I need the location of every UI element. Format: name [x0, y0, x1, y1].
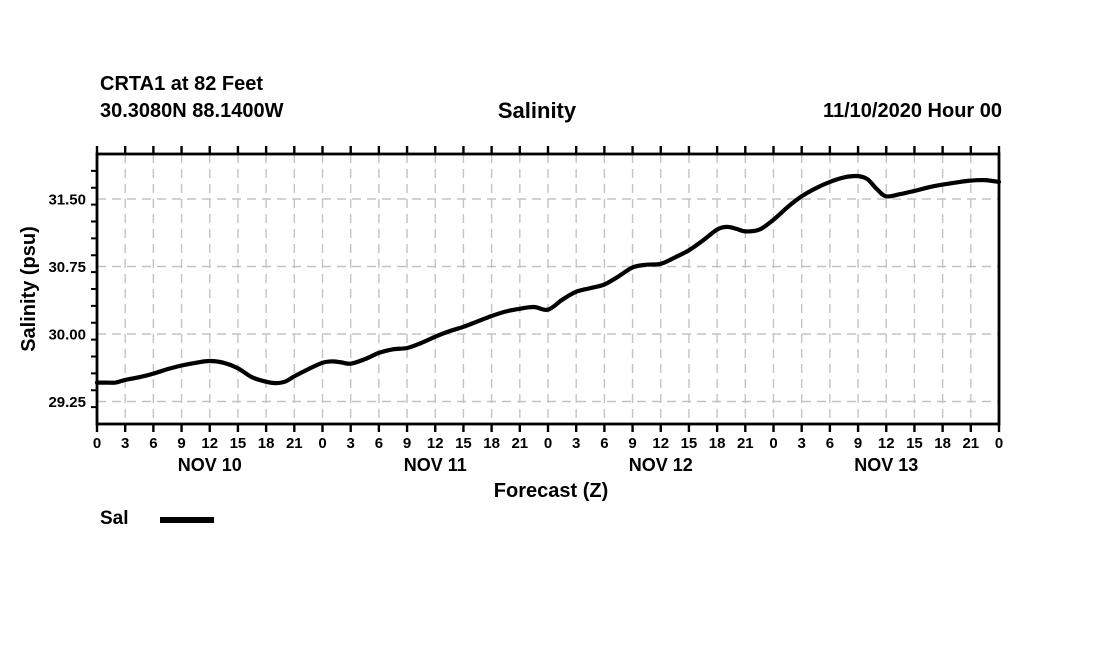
- x-axis-hour-label: 0: [93, 435, 101, 452]
- legend-series-label: Sal: [100, 508, 129, 529]
- legend-line-swatch: [160, 517, 214, 523]
- x-axis-date-label: NOV 10: [178, 455, 242, 475]
- x-axis-hour-label: 0: [769, 435, 777, 452]
- x-axis-hour-label: 12: [878, 435, 895, 452]
- x-axis-hour-label: 3: [798, 435, 806, 452]
- x-axis-hour-label: 18: [258, 435, 275, 452]
- x-axis-title: Forecast (Z): [493, 480, 609, 502]
- x-axis-hour-label: 18: [709, 435, 726, 452]
- x-axis-date-label: NOV 13: [854, 455, 918, 475]
- x-axis-hour-label: 6: [375, 435, 383, 452]
- x-axis-hour-label: 12: [427, 435, 444, 452]
- x-axis-hour-label: 18: [934, 435, 951, 452]
- station-id-label: CRTA1 at 82 Feet: [100, 73, 264, 95]
- x-axis-hour-label: 12: [201, 435, 218, 452]
- x-axis-hour-label: 6: [149, 435, 157, 452]
- x-axis-hour-label: 15: [681, 435, 698, 452]
- station-coordinates-label: 30.3080N 88.1400W: [100, 100, 284, 122]
- plot-border: [95, 152, 1001, 426]
- x-axis-date-label: NOV 11: [404, 455, 467, 475]
- x-axis-hour-label: 9: [177, 435, 185, 452]
- salinity-data-line: [94, 173, 1002, 386]
- y-axis-tick-label: 29.25: [48, 394, 86, 411]
- x-axis-hour-label: 15: [230, 435, 247, 452]
- y-axis-tick-label: 31.50: [48, 192, 86, 209]
- y-axis-tick-label: 30.00: [48, 327, 86, 344]
- x-axis-hour-label: 9: [403, 435, 411, 452]
- x-axis-hour-label: 3: [572, 435, 580, 452]
- x-axis-hour-label: 9: [854, 435, 862, 452]
- chart-title: Salinity: [497, 98, 577, 123]
- x-axis-date-label: NOV 12: [629, 455, 693, 475]
- x-axis-hour-label: 6: [600, 435, 608, 452]
- x-axis-hour-label: 18: [483, 435, 500, 452]
- x-axis-hour-label: 6: [826, 435, 834, 452]
- x-axis-hour-label: 9: [628, 435, 636, 452]
- x-axis-hour-label: 12: [652, 435, 669, 452]
- x-axis-hour-label: 15: [906, 435, 923, 452]
- x-axis-hour-label: 0: [995, 435, 1003, 452]
- model-run-datetime-label: 11/10/2020 Hour 00: [822, 100, 1002, 122]
- x-axis-hour-label: 21: [962, 435, 979, 452]
- x-axis-hour-label: 21: [286, 435, 303, 452]
- x-axis-hour-label: 0: [544, 435, 552, 452]
- x-axis-hour-label: 21: [737, 435, 754, 452]
- y-axis-title: Salinity (psu): [18, 226, 40, 352]
- x-axis-hour-label: 21: [511, 435, 528, 452]
- x-axis-hour-label: 0: [318, 435, 326, 452]
- x-axis-hour-label: 3: [121, 435, 129, 452]
- x-axis-hour-label: 3: [347, 435, 355, 452]
- y-axis-tick-label: 30.75: [48, 259, 86, 276]
- x-axis-hour-label: 15: [455, 435, 472, 452]
